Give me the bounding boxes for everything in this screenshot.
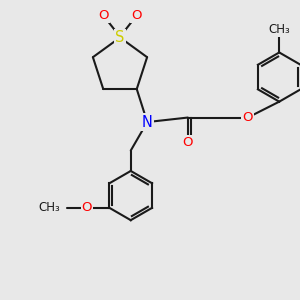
Text: CH₃: CH₃ bbox=[38, 201, 60, 214]
Text: CH₃: CH₃ bbox=[268, 23, 290, 36]
Text: N: N bbox=[142, 115, 153, 130]
Text: S: S bbox=[115, 30, 125, 45]
Text: O: O bbox=[182, 136, 193, 149]
Text: O: O bbox=[242, 111, 253, 124]
Text: O: O bbox=[82, 201, 92, 214]
Text: O: O bbox=[98, 9, 109, 22]
Text: O: O bbox=[131, 9, 142, 22]
